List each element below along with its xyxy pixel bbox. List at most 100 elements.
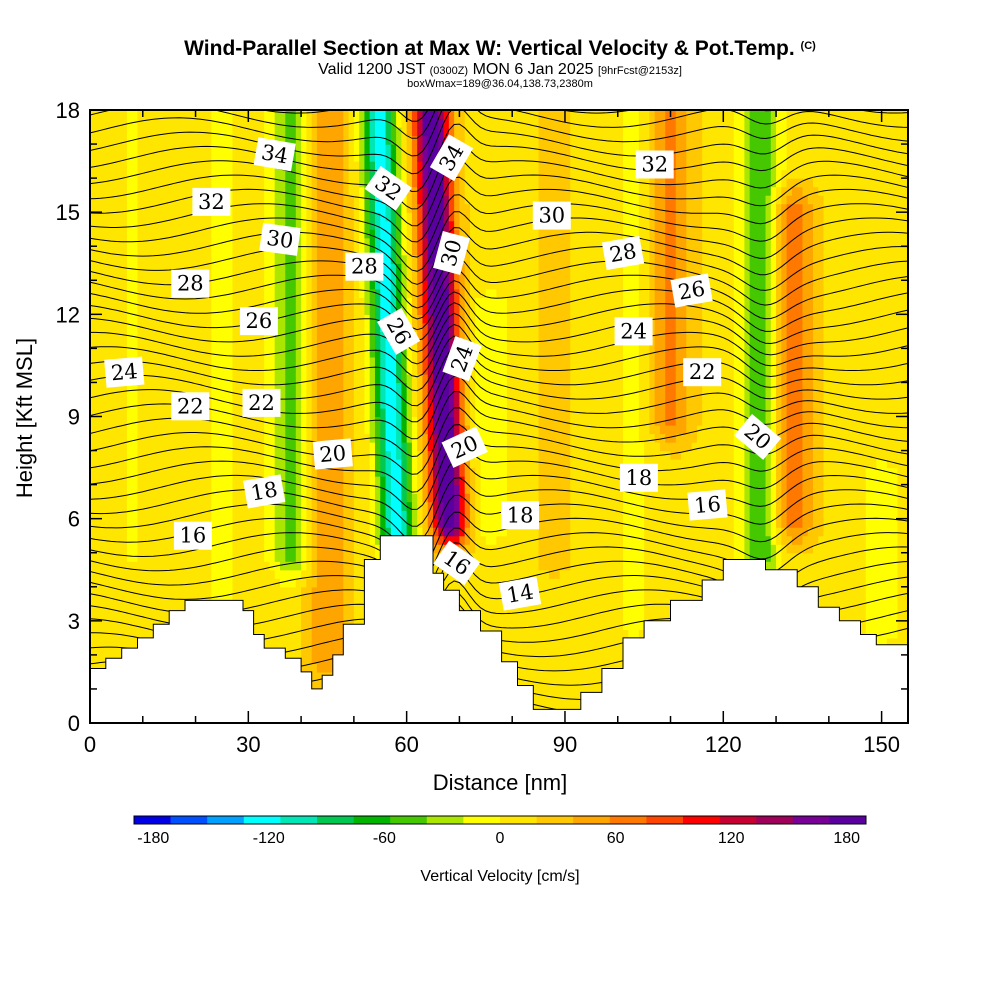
velocity-cell	[190, 212, 197, 222]
velocity-cell	[343, 390, 350, 401]
velocity-cell	[306, 620, 313, 630]
velocity-cell	[258, 373, 265, 384]
velocity-cell	[137, 544, 144, 554]
velocity-cell	[311, 433, 318, 443]
velocity-cell	[279, 459, 286, 469]
velocity-cell	[406, 110, 413, 120]
velocity-cell	[417, 169, 424, 179]
velocity-cell	[269, 433, 276, 443]
velocity-cell	[142, 510, 149, 520]
velocity-cell	[211, 425, 218, 435]
velocity-cell	[100, 544, 107, 554]
velocity-cell	[216, 161, 223, 171]
velocity-cell	[253, 331, 260, 341]
velocity-cell	[158, 152, 165, 162]
velocity-cell	[90, 654, 96, 664]
velocity-cell	[184, 297, 191, 307]
velocity-cell	[142, 237, 149, 247]
velocity-cell	[311, 322, 318, 332]
velocity-cell	[290, 135, 297, 145]
velocity-cell	[343, 161, 350, 171]
velocity-cell	[443, 220, 450, 230]
velocity-cell	[190, 110, 197, 120]
velocity-cell	[338, 595, 344, 605]
velocity-cell	[95, 620, 102, 630]
velocity-cell	[163, 407, 170, 418]
velocity-cell	[169, 518, 176, 528]
velocity-cell	[216, 535, 223, 545]
velocity-cell	[327, 144, 334, 154]
velocity-cell	[174, 305, 181, 315]
velocity-cell	[227, 459, 234, 469]
velocity-cell	[353, 322, 360, 332]
velocity-cell	[385, 399, 392, 409]
velocity-cell	[148, 586, 154, 596]
velocity-cell	[248, 561, 255, 571]
velocity-cell	[132, 501, 139, 511]
velocity-cell	[279, 135, 286, 145]
velocity-cell	[216, 178, 223, 188]
velocity-cell	[248, 527, 255, 537]
velocity-cell	[232, 161, 239, 171]
velocity-cell	[348, 561, 355, 571]
velocity-cell	[243, 127, 249, 137]
velocity-cell	[311, 612, 318, 622]
velocity-cell	[279, 382, 286, 392]
velocity-cell	[142, 569, 149, 579]
velocity-cell	[206, 339, 212, 349]
velocity-cell	[100, 595, 107, 605]
velocity-cell	[380, 373, 387, 384]
velocity-cell	[295, 220, 302, 230]
velocity-cell	[227, 246, 234, 256]
velocity-cell	[258, 586, 265, 596]
velocity-cell	[433, 288, 439, 298]
velocity-cell	[216, 501, 223, 511]
velocity-cell	[348, 603, 355, 613]
velocity-cell	[111, 254, 117, 264]
velocity-cell	[116, 178, 123, 188]
velocity-cell	[353, 118, 360, 128]
velocity-cell	[301, 637, 307, 647]
velocity-cell	[433, 501, 439, 511]
velocity-cell	[385, 459, 392, 469]
velocity-cell	[126, 493, 133, 503]
velocity-cell	[264, 382, 271, 392]
velocity-cell	[179, 118, 186, 128]
velocity-cell	[448, 425, 455, 435]
velocity-cell	[322, 254, 329, 264]
velocity-cell	[343, 501, 350, 511]
velocity-cell	[195, 561, 202, 571]
velocity-cell	[290, 348, 297, 358]
velocity-cell	[253, 629, 260, 639]
velocity-cell	[385, 484, 392, 494]
velocity-cell	[258, 442, 265, 452]
velocity-cell	[427, 229, 434, 239]
velocity-cell	[100, 280, 107, 290]
velocity-cell	[285, 178, 292, 188]
velocity-cell	[316, 433, 323, 443]
velocity-cell	[121, 569, 128, 579]
velocity-cell	[253, 603, 260, 613]
velocity-cell	[132, 450, 139, 460]
velocity-cell	[243, 152, 249, 162]
velocity-cell	[385, 493, 392, 503]
velocity-cell	[100, 442, 107, 452]
velocity-cell	[158, 348, 165, 358]
velocity-cell	[148, 527, 154, 537]
velocity-cell	[111, 552, 117, 562]
velocity-cell	[153, 161, 160, 171]
velocity-cell	[290, 220, 297, 230]
velocity-cell	[216, 561, 223, 571]
velocity-cell	[327, 305, 334, 315]
velocity-cell	[433, 390, 439, 401]
velocity-cell	[100, 314, 107, 324]
velocity-cell	[221, 365, 228, 375]
velocity-cell	[142, 314, 149, 324]
velocity-cell	[327, 646, 334, 656]
velocity-cell	[364, 535, 371, 545]
velocity-cell	[443, 314, 450, 324]
velocity-cell	[137, 263, 144, 273]
velocity-cell	[90, 510, 96, 520]
velocity-cell	[243, 527, 249, 537]
velocity-cell	[279, 586, 286, 596]
